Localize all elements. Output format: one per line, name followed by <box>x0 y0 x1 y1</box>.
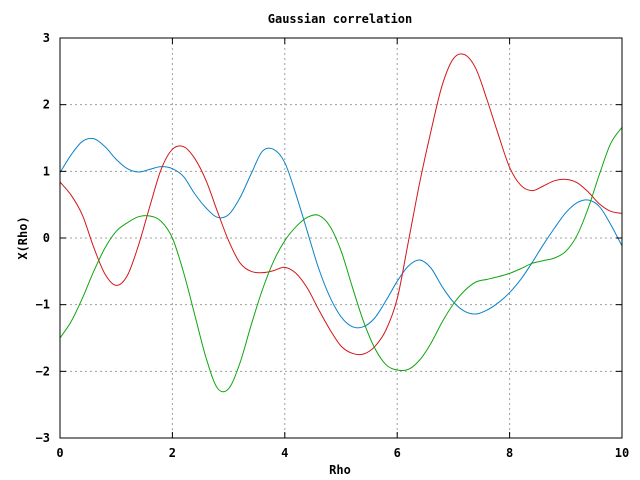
y-tick-label: 1 <box>43 164 50 178</box>
x-tick-labels: 0 2 4 6 8 10 <box>56 446 629 460</box>
series-line-1 <box>59 137 623 329</box>
x-tick-label: 10 <box>615 446 629 460</box>
chart-title: Gaussian correlation <box>268 12 413 26</box>
x-tick-label: 8 <box>506 446 513 460</box>
y-tick-label: −3 <box>36 431 50 445</box>
y-tick-label: −1 <box>36 298 50 312</box>
x-tick-label: 6 <box>394 446 401 460</box>
y-tick-label: −2 <box>36 364 50 378</box>
y-tick-label: 0 <box>43 231 50 245</box>
y-tick-label: 3 <box>43 31 50 45</box>
grid <box>60 38 622 438</box>
x-tick-label: 0 <box>56 446 63 460</box>
x-tick-label: 4 <box>281 446 288 460</box>
ticks <box>59 37 623 439</box>
y-axis-label: X(Rho) <box>16 216 30 259</box>
series-group <box>59 53 623 393</box>
x-axis-label: Rho <box>329 463 351 477</box>
x-tick-label: 2 <box>169 446 176 460</box>
series-line-2 <box>59 53 623 356</box>
y-tick-labels: −3 −2 −1 0 1 2 3 <box>36 31 50 445</box>
y-tick-label: 2 <box>43 98 50 112</box>
series-line-3 <box>59 127 623 393</box>
